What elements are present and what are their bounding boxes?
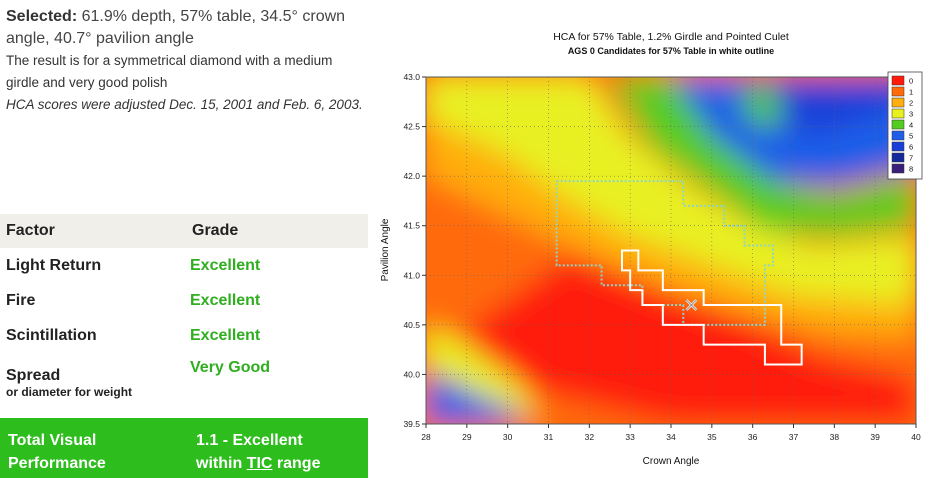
legend-label: 1 bbox=[909, 88, 913, 97]
x-tick-label: 34 bbox=[666, 432, 676, 442]
heat-region-level-3-lower bbox=[426, 324, 541, 420]
y-tick-label: 42.0 bbox=[403, 171, 420, 181]
x-tick-label: 39 bbox=[870, 432, 880, 442]
legend-swatch bbox=[891, 152, 905, 163]
x-tick-label: 29 bbox=[462, 432, 472, 442]
axis-ticks: 28 29 30 31 32 33 34 35 36 37 38 39 4039.540.040.541… bbox=[403, 72, 921, 442]
y-tick-label: 40.0 bbox=[403, 369, 420, 379]
selection-summary: Selected: 61.9% depth, 57% table, 34.5° … bbox=[6, 6, 368, 50]
total-range-text: range bbox=[276, 455, 321, 472]
tic-link[interactable]: TIC bbox=[246, 455, 273, 472]
legend-swatch bbox=[891, 130, 905, 141]
chart-title: HCA for 57% Table, 1.2% Girdle and Point… bbox=[553, 31, 789, 43]
selected-point-marker bbox=[685, 299, 698, 311]
legend-label: 4 bbox=[909, 121, 913, 130]
total-label: Total Visual Performance bbox=[8, 429, 178, 475]
adjust-note: HCA scores were adjusted Dec. 15, 2001 a… bbox=[6, 97, 363, 112]
x-tick-label: 40 bbox=[911, 432, 921, 442]
factor-column-header: Factor bbox=[6, 222, 55, 239]
grade-light-return: Excellent bbox=[190, 256, 261, 274]
factor-light-return: Light Return bbox=[6, 256, 102, 274]
x-tick-label: 37 bbox=[789, 432, 799, 442]
x-tick-label: 35 bbox=[707, 432, 717, 442]
total-value: 1.1 - Excellent within TIC range bbox=[196, 429, 366, 475]
legend-swatch bbox=[891, 119, 905, 130]
table-row: Light Return Excellent bbox=[0, 248, 368, 283]
heat-region-level-4-patch bbox=[736, 81, 786, 132]
legend-swatch bbox=[891, 163, 905, 174]
y-tick-label: 42.5 bbox=[403, 122, 420, 132]
x-axis-label: Crown Angle bbox=[643, 456, 700, 467]
grade-table: Factor Grade Light Return Excellent Fire… bbox=[0, 214, 368, 407]
marker-inner-2 bbox=[686, 299, 697, 311]
grade-column-header: Grade bbox=[192, 222, 239, 239]
chart-subtitle: AGS 0 Candidates for 57% Table in white … bbox=[568, 46, 774, 56]
factor-scintillation: Scintillation bbox=[6, 326, 97, 344]
total-within-text: within bbox=[196, 455, 243, 472]
heat-region-level-0 bbox=[458, 255, 916, 424]
grade-scintillation: Excellent bbox=[190, 326, 261, 344]
x-tick-label: 32 bbox=[585, 432, 595, 442]
y-tick-label: 39.5 bbox=[403, 419, 420, 429]
left-panel: Selected: 61.9% depth, 57% table, 34.5° … bbox=[6, 0, 368, 116]
y-tick-label: 43.0 bbox=[403, 72, 420, 82]
heat-region-level-3 bbox=[426, 77, 916, 306]
dotted-candidate-outline bbox=[555, 180, 775, 326]
y-axis-label: Pavilion Angle bbox=[380, 218, 391, 281]
legend-swatch bbox=[891, 108, 905, 119]
x-tick-label: 33 bbox=[625, 432, 635, 442]
x-tick-label: 31 bbox=[544, 432, 554, 442]
factor-spread: Spread bbox=[6, 367, 61, 384]
factor-fire: Fire bbox=[6, 291, 36, 309]
y-tick-label: 41.5 bbox=[403, 221, 420, 231]
total-label-line-2: Performance bbox=[8, 455, 106, 472]
candidate-outlines bbox=[555, 180, 803, 366]
legend-swatch bbox=[891, 75, 905, 86]
legend-swatch bbox=[891, 97, 905, 108]
legend-label: 0 bbox=[909, 77, 913, 86]
table-row: Scintillation Excellent bbox=[0, 318, 368, 353]
total-value-line-2: within TIC range bbox=[196, 452, 366, 475]
table-row: Fire Excellent bbox=[0, 283, 368, 318]
table-row: or diameter for weight bbox=[0, 385, 368, 407]
x-tick-label: 36 bbox=[748, 432, 758, 442]
spread-subtext: or diameter for weight bbox=[6, 385, 133, 399]
legend-swatch bbox=[891, 141, 905, 152]
grade-table-header: Factor Grade bbox=[0, 214, 368, 248]
white-candidate-outline bbox=[621, 249, 803, 366]
result-note: The result is for a symmetrical diamond … bbox=[6, 53, 333, 90]
legend-label: 8 bbox=[909, 165, 913, 174]
legend-label: 6 bbox=[909, 143, 913, 152]
x-tick-label: 38 bbox=[830, 432, 840, 442]
grade-spread: Very Good bbox=[190, 359, 271, 376]
table-row: Spread Very Good bbox=[0, 353, 368, 385]
grade-fire: Excellent bbox=[190, 291, 261, 309]
selected-label: Selected: bbox=[6, 8, 78, 25]
hca-heatmap-chart: HCA for 57% Table, 1.2% Girdle and Point… bbox=[380, 31, 923, 467]
total-label-line-1: Total Visual bbox=[8, 432, 97, 449]
x-tick-label: 30 bbox=[503, 432, 513, 442]
heat-region-level-6 bbox=[732, 77, 916, 137]
heat-region-level-4 bbox=[609, 77, 916, 236]
heatmap-surface bbox=[426, 77, 916, 424]
chart-legend: 0 1 2 3 4 5 6 7 8 bbox=[887, 71, 923, 180]
heat-region-level-5-corner bbox=[426, 374, 529, 424]
legend-label: 5 bbox=[909, 132, 913, 141]
legend-label: 7 bbox=[909, 154, 913, 163]
selected-values: 61.9% depth, 57% table, 34.5° crown angl… bbox=[6, 8, 346, 47]
y-tick-label: 41.0 bbox=[403, 270, 420, 280]
total-visual-performance: Total Visual Performance 1.1 - Excellent… bbox=[0, 418, 368, 478]
total-value-line-1: 1.1 - Excellent bbox=[196, 432, 303, 449]
heat-region-level-3-corner bbox=[426, 77, 488, 127]
x-tick-label: 28 bbox=[421, 432, 431, 442]
y-tick-label: 40.5 bbox=[403, 320, 420, 330]
legend-label: 2 bbox=[909, 99, 913, 108]
legend-swatch bbox=[891, 86, 905, 97]
legend-label: 3 bbox=[909, 110, 913, 119]
